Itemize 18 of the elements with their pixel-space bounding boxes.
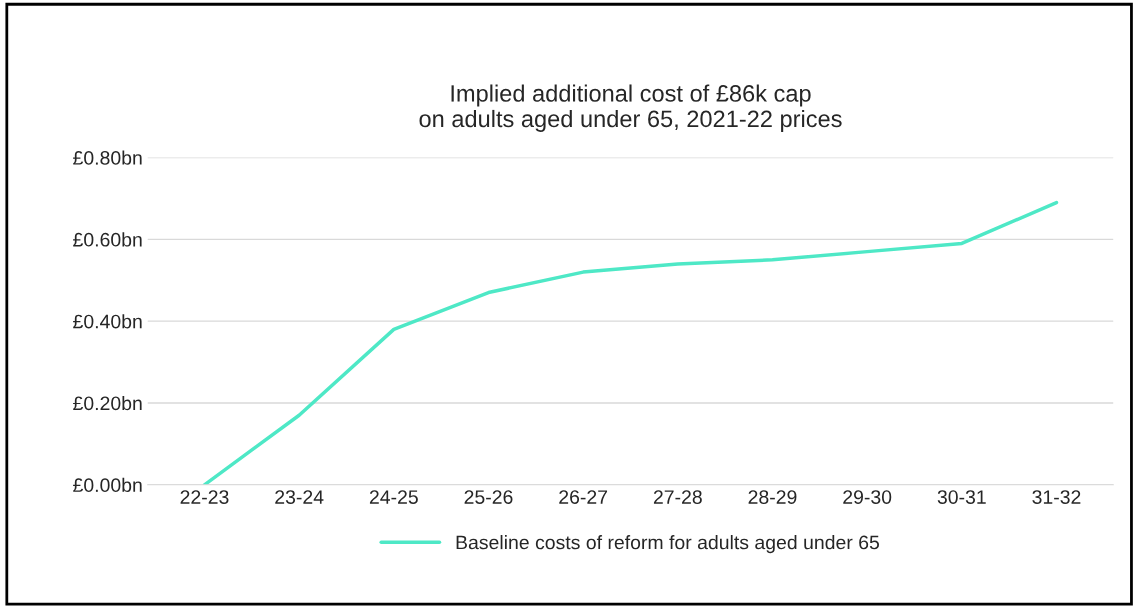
y-tick-label: £0.00bn	[73, 477, 142, 493]
y-tick-label: £0.20bn	[73, 395, 142, 411]
line-series	[202, 200, 1059, 485]
x-tick-label: 25-26	[464, 490, 513, 504]
x-tick-label: 29-30	[843, 490, 892, 504]
x-tick-label: 27-28	[653, 490, 702, 504]
legend-label: Baseline costs of reform for adults aged under 65	[456, 535, 880, 554]
x-tick-label: 22-23	[180, 490, 229, 504]
x-tick-label: 28-29	[748, 490, 797, 504]
chart-title: Implied additional cost of £86k cap on adults aged under 65, 2021-22 prices	[419, 84, 842, 132]
x-tick-label: 23-24	[275, 490, 324, 504]
x-tick-label: 30-31	[937, 490, 986, 504]
x-tick-label: 24-25	[369, 490, 418, 504]
y-tick-label: £0.80bn	[73, 150, 142, 165]
y-tick-label: £0.60bn	[73, 232, 142, 247]
y-tick-label: £0.40bn	[73, 314, 142, 329]
x-tick-label: 31-32	[1032, 490, 1081, 504]
x-tick-label: 26-27	[559, 490, 608, 504]
